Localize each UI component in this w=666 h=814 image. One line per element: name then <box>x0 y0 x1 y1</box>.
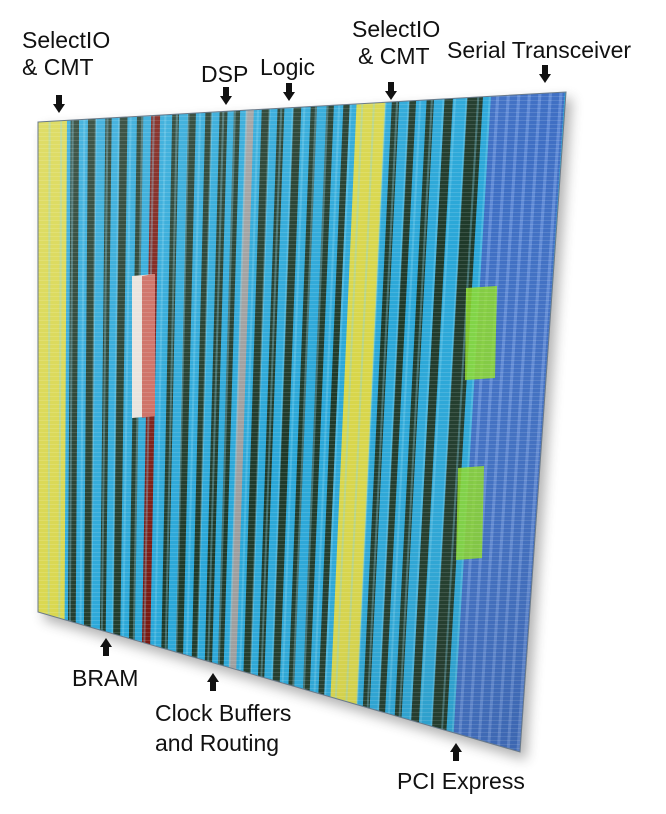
label-bram: BRAM <box>72 665 139 691</box>
label-selectio-right-line1: SelectIO <box>352 16 441 42</box>
arrow-down-icon <box>53 95 65 113</box>
arrow-down-icon <box>220 87 232 105</box>
arrow-down-icon <box>385 82 397 100</box>
arrow-down-icon <box>283 83 295 101</box>
label-selectio-left-line1: SelectIO <box>22 27 111 53</box>
label-selectio-left-line2: & CMT <box>22 54 94 80</box>
label-pci-express: PCI Express <box>397 768 525 794</box>
label-dsp: DSP <box>201 61 249 87</box>
label-selectio-right: SelectIO & CMT <box>352 16 440 70</box>
label-clock-line1: Clock Buffers <box>155 700 292 726</box>
arrow-down-icon <box>539 65 551 83</box>
label-serial-transceiver: Serial Transceiver <box>447 37 632 63</box>
arrow-up-icon <box>100 638 112 656</box>
label-logic: Logic <box>260 54 315 80</box>
label-clock-buffers: Clock Buffers and Routing <box>155 700 291 757</box>
arrow-up-icon <box>207 673 219 691</box>
arrow-up-icon <box>450 743 462 761</box>
label-selectio-right-line2: & CMT <box>358 43 430 69</box>
die-outline <box>37 91 567 753</box>
label-clock-line2: and Routing <box>155 730 280 756</box>
label-selectio-left: SelectIO & CMT <box>22 27 110 81</box>
